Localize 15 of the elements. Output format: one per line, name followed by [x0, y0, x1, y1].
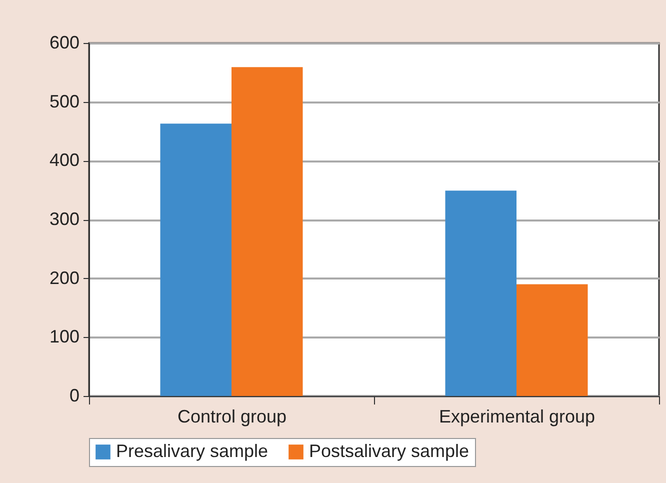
legend-label: Presalivary sample [116, 441, 268, 461]
x-tick-label: Control group [177, 406, 287, 426]
bar [516, 284, 588, 396]
y-tick-label: 400 [49, 150, 80, 170]
legend-label: Postsalivary sample [309, 441, 470, 461]
y-tick-label: 300 [49, 209, 80, 229]
y-tick-label: 500 [49, 91, 80, 112]
bar [232, 67, 303, 396]
y-tick-label: 200 [49, 268, 80, 288]
x-tick-label: Experimental group [438, 406, 596, 426]
bar [445, 190, 516, 396]
y-tick-label: 100 [49, 326, 80, 347]
bar [160, 124, 232, 396]
y-tick-label: 0 [69, 386, 80, 406]
y-tick-label: 600 [49, 32, 80, 52]
